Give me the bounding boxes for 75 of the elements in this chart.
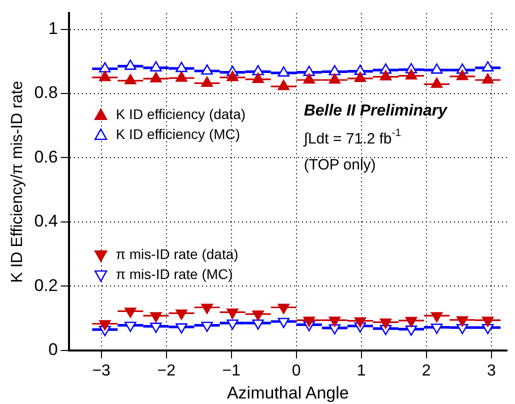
point bbox=[99, 320, 111, 330]
point bbox=[303, 66, 315, 76]
point bbox=[99, 62, 111, 72]
point bbox=[124, 60, 136, 70]
point bbox=[201, 64, 213, 75]
x-tick-label: −3 bbox=[92, 362, 111, 380]
point bbox=[380, 318, 392, 329]
x-tick-label: −2 bbox=[157, 362, 176, 380]
annotation: Belle II Preliminary bbox=[304, 102, 448, 120]
point bbox=[201, 322, 213, 332]
point bbox=[328, 65, 341, 76]
point bbox=[150, 312, 162, 322]
point bbox=[150, 72, 162, 82]
point bbox=[226, 308, 238, 319]
point bbox=[278, 80, 290, 90]
legend-label: K ID efficiency (MC) bbox=[116, 126, 240, 142]
x-tick-label: 2 bbox=[422, 362, 431, 380]
point bbox=[176, 62, 188, 72]
point bbox=[405, 326, 418, 336]
point bbox=[278, 318, 290, 328]
point bbox=[482, 61, 494, 72]
point bbox=[150, 322, 162, 333]
point bbox=[201, 76, 213, 87]
point bbox=[430, 63, 443, 74]
point bbox=[328, 73, 341, 84]
y-tick-label: 0 bbox=[48, 340, 58, 360]
y-tick-label: 0.6 bbox=[34, 147, 58, 166]
point bbox=[252, 319, 264, 330]
point bbox=[124, 322, 136, 332]
point bbox=[430, 312, 443, 322]
point bbox=[354, 72, 366, 82]
point bbox=[456, 70, 468, 80]
point bbox=[405, 316, 418, 328]
point bbox=[430, 324, 443, 334]
x-tick-label: 0 bbox=[292, 362, 301, 380]
x-axis-title: Azimuthal Angle bbox=[226, 383, 349, 402]
point bbox=[176, 71, 188, 82]
point bbox=[328, 324, 341, 335]
y-tick-label: 1 bbox=[48, 18, 58, 38]
point bbox=[252, 72, 264, 84]
point bbox=[278, 304, 290, 314]
legend-label: K ID efficiency (data) bbox=[116, 106, 246, 122]
point bbox=[124, 308, 136, 318]
point bbox=[380, 70, 392, 80]
point bbox=[456, 324, 468, 334]
y-tick-label: 0.2 bbox=[34, 276, 58, 295]
point bbox=[354, 317, 366, 328]
point bbox=[303, 316, 315, 327]
legend-label: π mis-ID rate (MC) bbox=[116, 266, 233, 282]
point bbox=[99, 70, 111, 82]
point bbox=[226, 319, 238, 330]
point bbox=[150, 61, 162, 72]
y-tick-label: 0.4 bbox=[34, 212, 58, 231]
y-tick-label: 0.8 bbox=[34, 83, 58, 102]
point bbox=[176, 309, 188, 320]
point bbox=[176, 323, 188, 334]
point bbox=[201, 304, 213, 314]
point bbox=[252, 65, 264, 76]
point bbox=[482, 73, 494, 84]
annotation: (TOP only) bbox=[304, 156, 376, 174]
point bbox=[226, 70, 238, 82]
point bbox=[328, 316, 341, 327]
point bbox=[124, 74, 136, 84]
point bbox=[482, 316, 494, 327]
point bbox=[252, 310, 264, 321]
x-tick-label: 1 bbox=[356, 362, 366, 380]
y-axis-title: K ID Efficiency/π mis-ID rate bbox=[9, 80, 26, 283]
x-tick-label: 3 bbox=[486, 362, 496, 380]
point bbox=[456, 316, 468, 327]
x-tick-label: −1 bbox=[222, 362, 241, 380]
point bbox=[278, 66, 290, 77]
point bbox=[430, 78, 443, 88]
point bbox=[303, 73, 315, 84]
legend-label: π mis-ID rate (data) bbox=[116, 246, 238, 262]
point bbox=[405, 69, 418, 80]
